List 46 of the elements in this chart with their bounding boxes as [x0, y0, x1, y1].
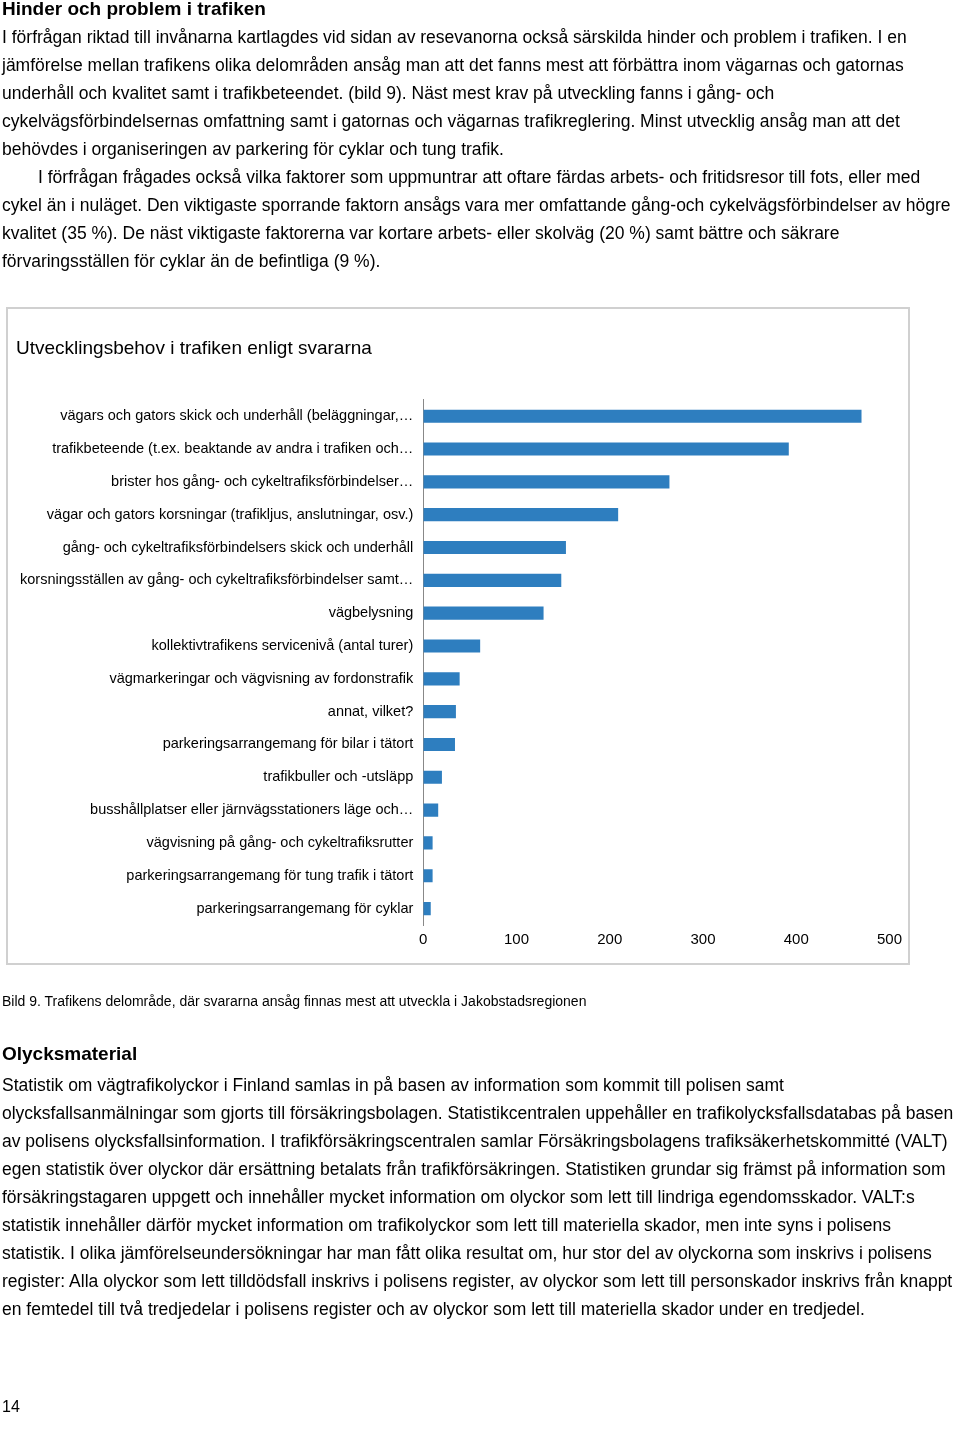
y-tick-label: brister hos gång- och cykeltrafiksförbindelser… [111, 472, 414, 489]
y-tick-label: trafikbuller och -utsläpp [263, 768, 414, 785]
y-tick-label: vägmarkeringar och vägvisning av fordonstrafik [109, 669, 415, 686]
bar [423, 672, 460, 686]
y-tick-label: vägars och gators skick och underhåll (beläggningar,… [60, 407, 414, 424]
y-tick-label: parkeringsarrangemang för tung trafik i tätort [126, 866, 414, 883]
y-tick-label: parkeringsarrangemang för cyklar [196, 899, 414, 916]
bar [423, 442, 789, 456]
text: Utvecklingsbehov i trafiken enligt svararna [16, 336, 373, 358]
bar [423, 770, 442, 784]
text: Statistik om vägtrafikolyckor i Finland samlas in på basen av information som kommit till polisen samt olycksfallsanmälningar som gjorts till försäkringsbolagen. Statistikcentralen uppehåller en trafikolycksfallsdatabas på basen av polisens olycksfallsinformation. I trafikförsäkringscentralen samlar Försäkringsbolagens trafiksäkerhetskommitté (VALT) egen statistik över olyckor där ersättning betalats från trafikförsäkringen. Statistiken grundar sig främst på information som försäkringstagaren uppgett och innehåller mycket information om olyckor som lett till lindriga egendomsskador. VALT:s statistik innehåller därför mycket information om trafikolyckor som lett till materiella skador, men inte syns i polisens statistik. I olika jämförelseundersökningar har man fått olika resultat om, hur stor del av olyckorna som inskrivs i polisens register: Alla olyckor som lett tilldödsfall inskrivs i polisens register, av olyckor som lett till personskador inskrivs från knappt en femtedel till två tredjedelar i polisens register och av olyckor som lett till materiella skador under en tredjedel. [2, 1075, 954, 1319]
bar [423, 902, 431, 916]
x-tick-label: 300 [690, 930, 716, 948]
y-tick-label: parkeringsarrangemang för bilar i tätort [162, 735, 414, 752]
text: Hinder och problem i trafiken [2, 0, 267, 21]
bar [423, 606, 544, 620]
y-tick-label: annat, vilket? [327, 702, 414, 719]
bar [423, 705, 456, 719]
text: Bild 9. Trafikens delområde, där svararna ansåg finnas mest att utveckla i Jakobstadsregionen [2, 992, 588, 1011]
bar [423, 573, 562, 587]
bar [423, 639, 481, 653]
y-tick-label: kollektivtrafikens servicenivå (antal turer) [151, 636, 414, 653]
text: I förfrågan frågades också vilka faktorer som uppmuntrar att oftare färdas arbets- och fritidsresor till fots, eller med cykel än i nuläget. Den viktigaste sporrande faktorn ansågs vara mer omfattande gång-och cykelvägsförbindelser av högre kvalitet (35 %). De näst viktigaste faktorerna var kortare arbets- eller skolväg (20 %) samt bättre och säkrare förvaringsställen för cyklar än de befintliga (9 %). [2, 166, 952, 273]
x-tick-label: 200 [597, 930, 623, 948]
x-tick-label: 100 [504, 930, 530, 948]
bar [423, 737, 455, 752]
bar [423, 869, 433, 883]
x-tick-label: 400 [783, 930, 809, 948]
y-tick-label: gång- och cykeltrafiksförbindelsers skick och underhåll [62, 538, 414, 555]
y-tick-label: vägar och gators korsningar (trafikljus, anslutningar, osv.) [46, 505, 414, 522]
bar [423, 540, 566, 555]
text: I förfrågan riktad till invånarna kartlagdes vid sidan av resevanorna också särskilda hinder och problem i trafiken. I en jämförelse mellan trafikens olika delområden ansåg man att det fanns mest att förbättra inom vägarnas och gatornas underhåll och kvalitet samt i trafikbeteendet. (bild 9). Näst mest krav på utveckling fanns i gång- och cykelvägsförbindelsernas omfattning samt i gatornas och vägarnas trafikreglering. Minst utvecklig ansåg man att det behövdes i organiseringen av parkering för cyklar och tung trafik. [2, 26, 908, 161]
bar [423, 836, 433, 850]
y-tick-label: korsningsställen av gång- och cykeltrafiksförbindelser samt… [19, 571, 414, 588]
bar [423, 803, 439, 817]
bar [423, 508, 619, 522]
text: Olycksmaterial [2, 1042, 139, 1066]
x-tick-label: 0 [419, 930, 428, 948]
y-tick-label: vägvisning på gång- och cykeltrafiksrutter [146, 833, 414, 850]
bar [423, 409, 862, 423]
x-tick-label: 500 [876, 930, 902, 948]
bar [423, 475, 670, 489]
y-tick-label: trafikbeteende (t.ex. beaktande av andra i trafiken och… [52, 440, 414, 457]
y-tick-label: vägbelysning [328, 604, 414, 621]
y-tick-label: busshållplatser eller järnvägsstationers läge och… [90, 801, 414, 818]
text: 14 [2, 1397, 21, 1417]
